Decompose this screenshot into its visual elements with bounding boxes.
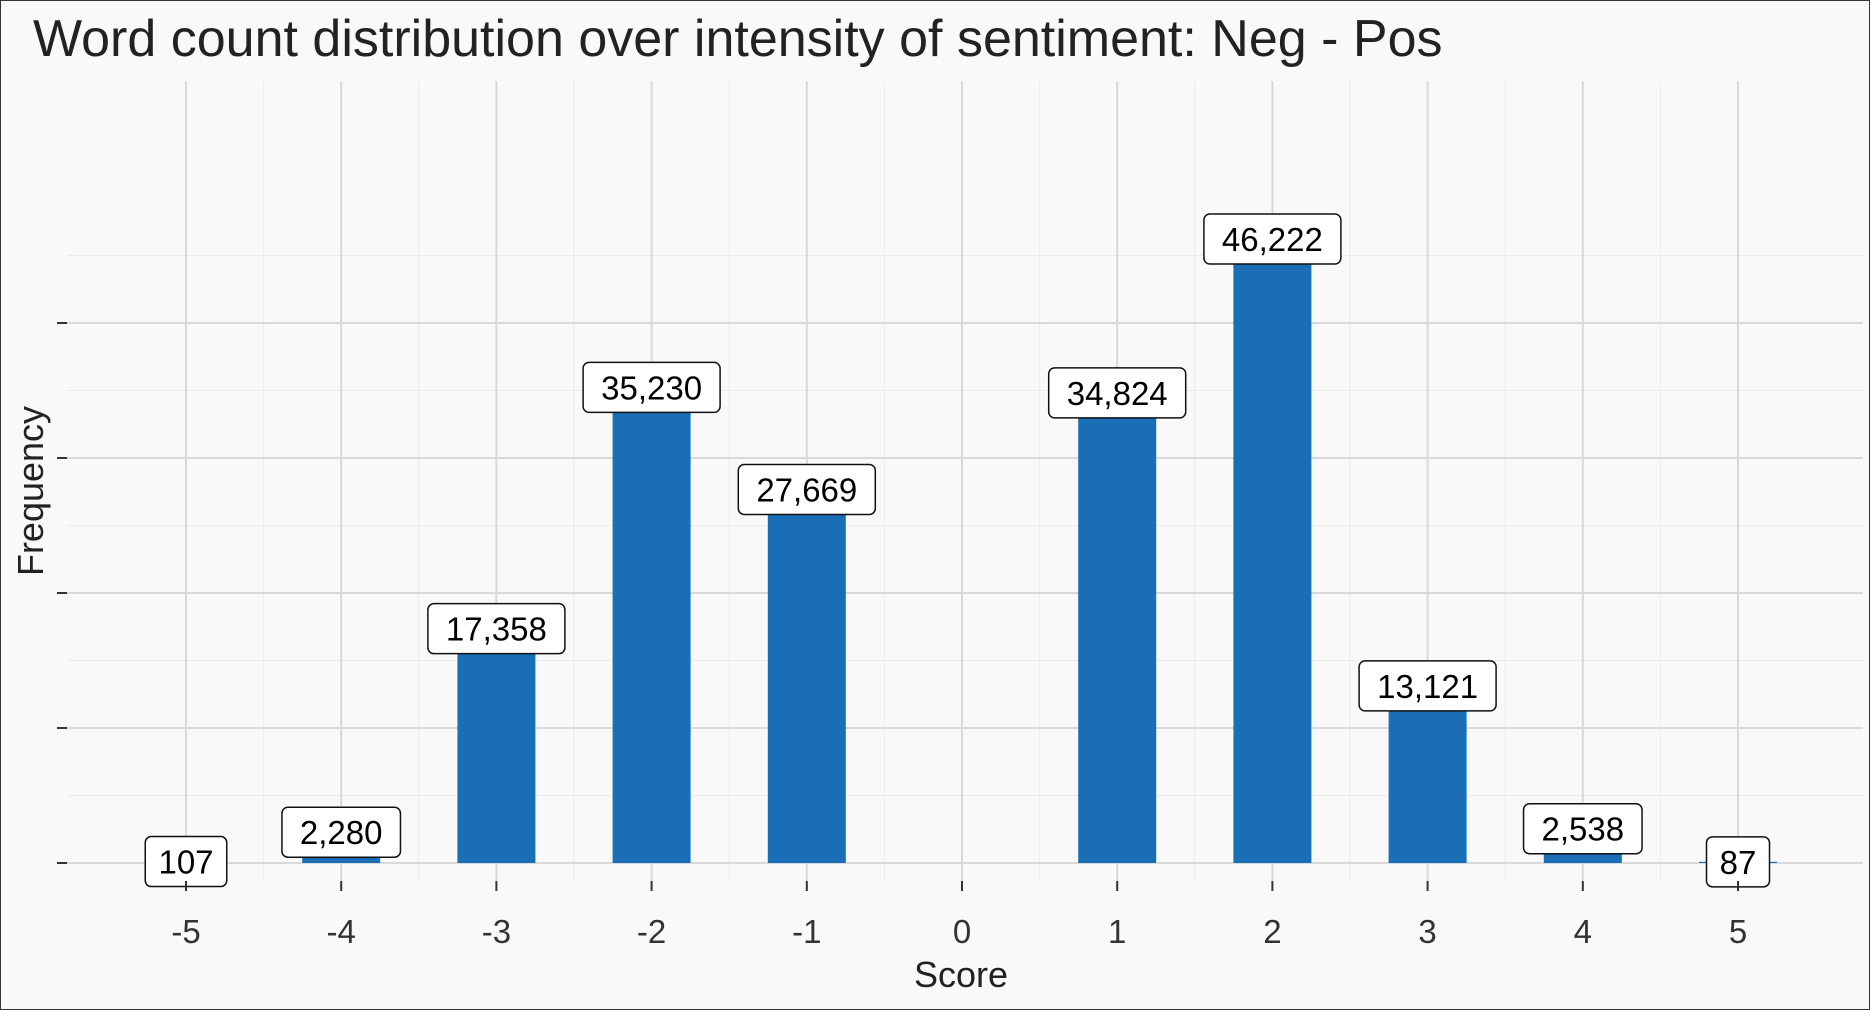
bars: [147, 239, 1777, 864]
axes: -5 -4 -3 -2 -1 0 1 2 3 4 5: [57, 322, 1747, 950]
data-label-text: 35,230: [601, 369, 702, 406]
data-label-text: 27,669: [756, 471, 857, 508]
x-tick-label: -5: [171, 913, 200, 950]
data-label-box: [1203, 213, 1342, 265]
x-tick-label: -1: [792, 913, 821, 950]
data-label: 17,358: [427, 602, 566, 655]
x-tick-label: 2: [1263, 913, 1281, 950]
data-label-box: [582, 361, 721, 414]
data-label-box: [1358, 660, 1497, 712]
x-axis-title: Score: [914, 954, 1008, 995]
bar: [767, 489, 846, 863]
data-label-text: 13,121: [1377, 668, 1478, 705]
data-label-text: 17,358: [446, 611, 547, 648]
x-tick-label: 1: [1108, 913, 1126, 950]
x-tick-label: -4: [327, 913, 356, 950]
data-label-box: [737, 463, 877, 516]
data-label-box: [281, 806, 402, 858]
x-tick-label: -3: [482, 913, 511, 950]
data-label-text: 2,538: [1542, 811, 1625, 848]
data-label: 13,121: [1358, 660, 1497, 712]
data-label-text: 46,222: [1222, 221, 1323, 258]
data-labels: 107 2,280 17,358 35,230 27,669 34,824 46,222 13…: [144, 213, 1771, 888]
data-label-box: [1522, 802, 1643, 855]
data-label-text: 2,280: [300, 814, 383, 851]
chart-title: Word count distribution over intensity o…: [33, 10, 1442, 68]
bar: [1233, 239, 1312, 864]
bar: [612, 387, 691, 863]
x-tick-label: 3: [1418, 913, 1436, 950]
x-tick-label: 4: [1574, 913, 1592, 950]
bar: [457, 628, 536, 863]
data-label: 35,230: [582, 361, 721, 414]
grid: [67, 81, 1863, 881]
data-label: 87: [1705, 836, 1771, 888]
data-label-box: [427, 602, 566, 655]
data-label: 27,669: [737, 463, 877, 516]
data-label-text: 107: [158, 844, 213, 881]
data-label: 34,824: [1047, 367, 1187, 419]
bar: [1078, 392, 1157, 863]
y-axis-title: Frequency: [10, 406, 51, 576]
bar: [1388, 685, 1467, 863]
data-label-box: [1047, 367, 1187, 419]
x-tick-label: -2: [637, 913, 666, 950]
data-label-text: 87: [1720, 844, 1757, 881]
data-label: 107: [144, 835, 228, 888]
x-tick-label: 0: [953, 913, 971, 950]
data-label: 2,538: [1522, 802, 1643, 855]
data-label: 46,222: [1203, 213, 1342, 265]
x-tick-label: 5: [1729, 913, 1747, 950]
data-label-text: 34,824: [1067, 375, 1168, 412]
data-label: 2,280: [281, 806, 402, 858]
